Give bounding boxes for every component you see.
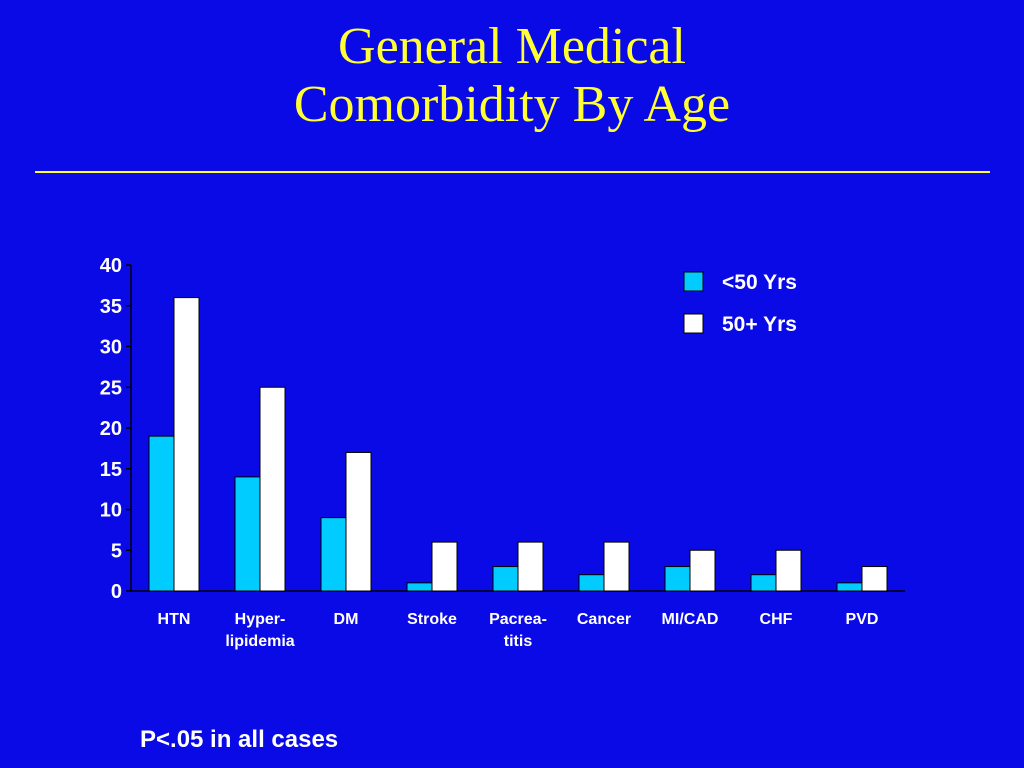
bar-50plus-7 [775, 549, 802, 592]
bar-under50-5 [578, 574, 605, 592]
x-category-label: Hyper-lipidemia [225, 611, 294, 650]
bar-under50-7 [750, 574, 777, 592]
bar-under50-2 [320, 517, 347, 592]
legend-label-50plus: 50+ Yrs [722, 313, 797, 336]
bar-under50-4 [492, 566, 519, 592]
x-category-label: MI/CAD [662, 611, 719, 628]
footnote: P<.05 in all cases [140, 726, 339, 753]
bar-50plus-4 [517, 541, 544, 592]
slide-title-line-1: General Medical [338, 18, 686, 75]
legend-swatch-under50 [683, 271, 704, 292]
bar-under50-3 [406, 582, 433, 592]
slide-title: General Medical Comorbidity By Age [0, 18, 1024, 134]
x-category-label: Cancer [577, 611, 631, 628]
bar-50plus-6 [689, 549, 716, 592]
x-category-label: Pacrea-titis [489, 611, 547, 650]
y-tick-label: 40 [100, 255, 122, 277]
bar-under50-6 [664, 566, 691, 592]
x-category-label: DM [334, 611, 359, 628]
x-category-label: HTN [158, 611, 191, 628]
bar-50plus-8 [861, 566, 888, 592]
y-tick-label: 0 [111, 581, 122, 603]
x-category-label: CHF [760, 611, 793, 628]
bar-50plus-5 [603, 541, 630, 592]
legend-label-under50: <50 Yrs [722, 271, 797, 294]
y-tick-label: 10 [100, 500, 122, 522]
bar-50plus-3 [431, 541, 458, 592]
x-category-label: Stroke [407, 611, 457, 628]
legend-swatch-50plus [683, 313, 704, 334]
bar-50plus-0 [173, 297, 200, 592]
slide-title-line-2: Comorbidity By Age [293, 76, 731, 133]
y-tick-label: 35 [100, 296, 122, 318]
y-tick-label: 30 [100, 337, 122, 359]
y-tick-label: 25 [100, 377, 122, 399]
title-divider [35, 171, 990, 173]
y-tick-label: 5 [111, 540, 122, 562]
y-tick-label: 20 [100, 418, 122, 440]
bar-50plus-2 [345, 451, 372, 592]
bar-under50-1 [234, 476, 261, 592]
x-category-label: PVD [846, 611, 879, 628]
bar-under50-0 [148, 435, 175, 592]
bar-under50-8 [836, 582, 863, 592]
bar-50plus-1 [259, 386, 286, 592]
y-tick-label: 15 [100, 459, 122, 481]
